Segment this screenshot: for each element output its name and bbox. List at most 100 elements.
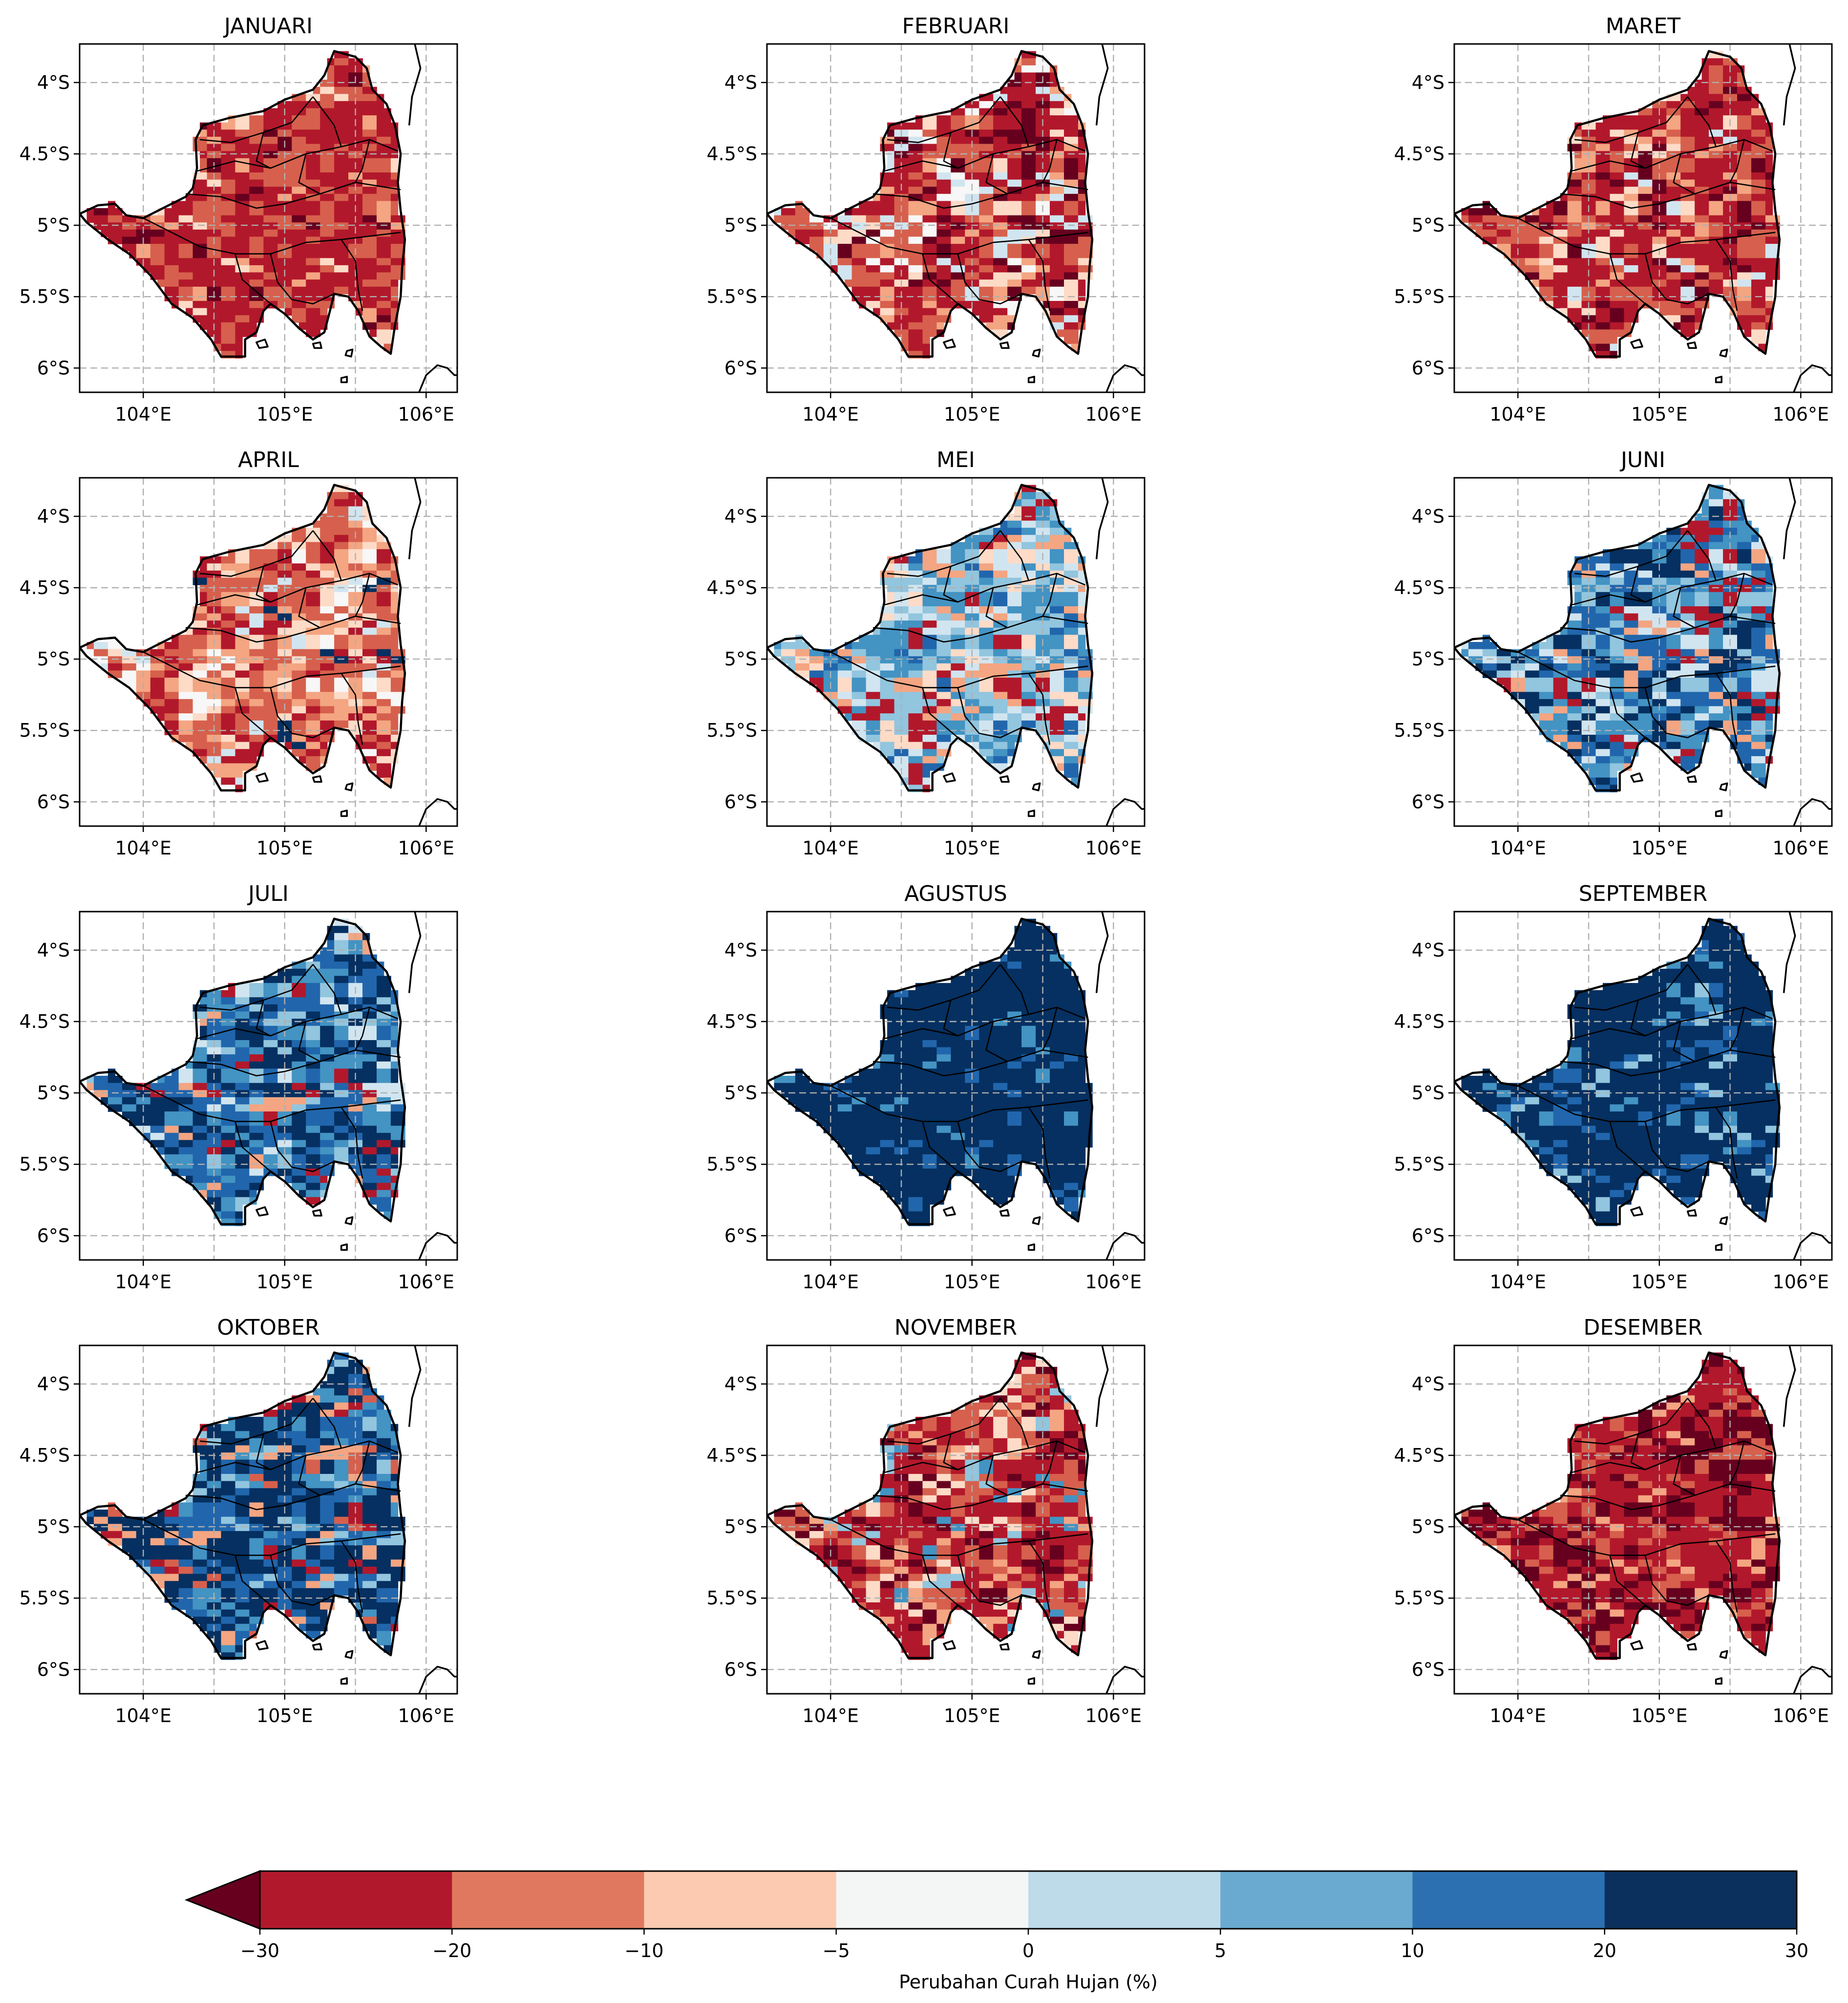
rainfall-cell <box>1078 301 1086 309</box>
rainfall-cell <box>1687 279 1695 287</box>
rainfall-cell <box>383 713 391 721</box>
lon-tick-label: 104°E <box>803 404 859 425</box>
rainfall-cell <box>341 129 349 137</box>
rainfall-cell <box>313 294 320 301</box>
rainfall-cell <box>1701 80 1709 87</box>
rainfall-cell <box>1645 294 1653 301</box>
rainfall-cell <box>1701 101 1709 109</box>
rainfall-cell <box>915 179 923 187</box>
rainfall-cell <box>362 684 370 693</box>
rainfall-cell <box>1737 265 1745 273</box>
rainfall-cell <box>214 158 222 166</box>
rainfall-cell <box>972 187 980 194</box>
rainfall-cell <box>214 229 222 237</box>
rainfall-cell <box>355 684 363 693</box>
rainfall-cell <box>1021 258 1029 266</box>
rainfall-cell <box>157 678 165 685</box>
rainfall-cell <box>979 279 987 287</box>
rainfall-cell <box>1765 201 1773 209</box>
rainfall-cell <box>242 229 250 237</box>
rainfall-cell <box>186 678 193 685</box>
rainfall-cell <box>369 108 377 116</box>
rainfall-cell <box>936 286 944 295</box>
rainfall-cell <box>214 187 222 194</box>
rainfall-cell <box>1695 215 1702 223</box>
rainfall-cell <box>377 599 384 607</box>
rainfall-cell <box>1687 215 1695 223</box>
rainfall-cell <box>390 720 399 728</box>
rainfall-cell <box>362 606 370 614</box>
rainfall-cell <box>851 699 859 707</box>
rainfall-cell <box>1595 136 1603 145</box>
rainfall-cell <box>894 208 902 216</box>
rainfall-cell <box>235 215 243 223</box>
rainfall-cell <box>200 179 208 187</box>
rainfall-cell <box>334 279 342 287</box>
rainfall-cell <box>178 678 186 685</box>
rainfall-cell <box>1666 129 1674 137</box>
rainfall-cell <box>901 606 909 614</box>
rainfall-cell <box>320 563 328 571</box>
rainfall-cell <box>277 251 285 259</box>
rainfall-cell <box>249 208 257 216</box>
rainfall-cell <box>1680 108 1688 116</box>
rainfall-cell <box>1042 236 1050 244</box>
rainfall-cell <box>1709 58 1717 66</box>
rainfall-cell <box>327 592 335 600</box>
rainfall-cell <box>1546 265 1554 273</box>
rainfall-cell <box>908 763 916 771</box>
rainfall-cell <box>228 585 236 593</box>
rainfall-cell <box>341 229 349 237</box>
rainfall-cell <box>129 244 137 252</box>
rainfall-cell <box>1673 108 1681 116</box>
rainfall-cell <box>200 635 208 642</box>
rainfall-cell <box>1581 308 1589 316</box>
rainfall-cell <box>369 585 377 593</box>
rainfall-cell <box>929 749 937 757</box>
rainfall-cell <box>228 329 236 337</box>
rainfall-cell <box>270 620 278 628</box>
rainfall-cell <box>1603 286 1611 295</box>
rainfall-cell <box>908 692 916 700</box>
rainfall-cell <box>107 663 116 671</box>
rainfall-cell <box>887 713 895 721</box>
rainfall-cell <box>242 606 250 614</box>
rainfall-cell <box>1673 122 1681 130</box>
rainfall-cell <box>369 158 377 166</box>
rainfall-cell <box>284 129 293 137</box>
rainfall-cell <box>1000 144 1008 151</box>
rainfall-cell <box>1589 208 1596 216</box>
rainfall-cell <box>1489 236 1497 244</box>
rainfall-cell <box>369 236 377 244</box>
rainfall-cell <box>873 294 881 301</box>
rainfall-cell <box>1624 265 1632 273</box>
rainfall-cell <box>936 208 944 216</box>
rainfall-cell <box>341 80 349 87</box>
rainfall-cell <box>242 222 250 230</box>
rainfall-cell <box>186 265 193 273</box>
rainfall-cell <box>1589 129 1596 137</box>
rainfall-cell <box>178 635 186 642</box>
rainfall-cell <box>348 692 356 700</box>
rainfall-cell <box>1007 315 1015 323</box>
rainfall-cell <box>341 699 349 707</box>
rainfall-cell <box>207 742 214 749</box>
rainfall-cell <box>263 678 271 685</box>
rainfall-cell <box>320 556 328 564</box>
rainfall-cell <box>122 663 130 671</box>
rainfall-cell <box>1737 258 1745 266</box>
rainfall-cell <box>873 201 881 209</box>
rainfall-cell <box>263 720 271 728</box>
rainfall-cell <box>1666 172 1674 180</box>
rainfall-cell <box>1603 294 1611 301</box>
rainfall-cell <box>887 649 895 657</box>
rainfall-cell <box>1560 286 1568 295</box>
rainfall-cell <box>943 201 952 209</box>
rainfall-cell <box>221 727 229 735</box>
rainfall-cell <box>951 699 958 707</box>
rainfall-cell <box>1751 193 1759 202</box>
rainfall-cell <box>1050 165 1058 173</box>
rainfall-cell <box>901 670 909 678</box>
rainfall-cell <box>362 222 370 230</box>
